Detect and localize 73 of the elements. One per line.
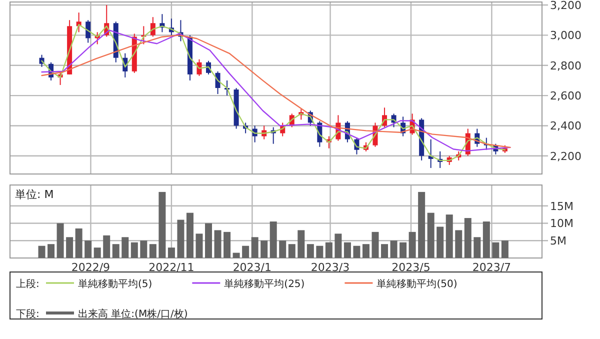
bar xyxy=(408,232,416,258)
bar xyxy=(316,246,324,258)
bar xyxy=(381,244,388,258)
bar xyxy=(436,226,444,258)
bar xyxy=(214,230,222,258)
bar xyxy=(390,240,398,258)
bar xyxy=(492,242,500,258)
bar xyxy=(75,228,82,258)
y-tick-label: 2,600 xyxy=(550,90,582,103)
bar xyxy=(455,230,462,258)
bar xyxy=(325,242,332,258)
legend-title: 上段: xyxy=(16,278,40,290)
bar xyxy=(306,244,314,258)
legend-title: 下段: xyxy=(16,308,40,320)
bar xyxy=(186,212,194,258)
legend-label: 単純移動平均(25) xyxy=(224,278,305,290)
bar xyxy=(103,235,110,258)
bar xyxy=(232,252,240,258)
bar xyxy=(279,240,286,258)
legend-label: 出来高 単位:(M株/口/枚) xyxy=(78,308,188,320)
bar xyxy=(474,237,481,258)
y-tick-label: 15M xyxy=(550,200,574,213)
bar xyxy=(149,244,156,258)
x-tick-label: 2023/1 xyxy=(232,261,272,274)
y-tick-label: 2,200 xyxy=(550,150,582,163)
bar xyxy=(168,248,175,258)
bar xyxy=(196,234,203,258)
y-tick-label: 2,800 xyxy=(550,59,582,72)
bar xyxy=(242,246,250,258)
bar xyxy=(158,192,166,258)
bar xyxy=(94,248,101,258)
bar xyxy=(298,230,305,258)
bar xyxy=(501,240,508,258)
bar xyxy=(362,244,370,258)
legend-label: 単純移動平均(5) xyxy=(78,278,152,290)
x-tick-label: 2023/3 xyxy=(310,261,350,274)
bar xyxy=(446,214,453,258)
bar xyxy=(353,246,360,258)
bar xyxy=(205,223,212,258)
legend-label: 単純移動平均(50) xyxy=(376,278,458,290)
bar xyxy=(38,246,46,258)
bar xyxy=(482,222,490,258)
y-tick-label: 3,000 xyxy=(550,29,582,42)
x-tick-label: 2023/7 xyxy=(472,261,512,274)
bar xyxy=(334,234,342,258)
x-tick-label: 2022/9 xyxy=(71,261,110,274)
bar xyxy=(56,223,64,258)
bar xyxy=(122,237,129,258)
bar xyxy=(344,242,351,258)
x-tick-label: 2023/5 xyxy=(392,261,430,274)
bar xyxy=(260,240,268,258)
bar xyxy=(66,237,74,258)
bar xyxy=(140,240,148,258)
annotation: 単位: M xyxy=(15,188,54,201)
bar xyxy=(224,232,231,258)
bar xyxy=(84,240,92,258)
y-tick-label: 3,200 xyxy=(550,0,582,12)
bar xyxy=(48,244,55,258)
bar xyxy=(130,242,138,258)
bar xyxy=(177,220,184,258)
bar xyxy=(372,232,379,258)
bar xyxy=(288,244,296,258)
y-tick-label: 5M xyxy=(550,234,566,248)
y-tick-label: 2,400 xyxy=(550,120,582,133)
x-tick-label: 2022/11 xyxy=(148,261,194,274)
bar xyxy=(418,192,426,258)
bar xyxy=(251,237,258,258)
bar xyxy=(400,242,407,258)
bar xyxy=(270,222,277,258)
y-tick-label: 10M xyxy=(550,217,574,230)
bar xyxy=(427,212,434,258)
bar xyxy=(464,218,472,258)
bar xyxy=(112,244,120,258)
